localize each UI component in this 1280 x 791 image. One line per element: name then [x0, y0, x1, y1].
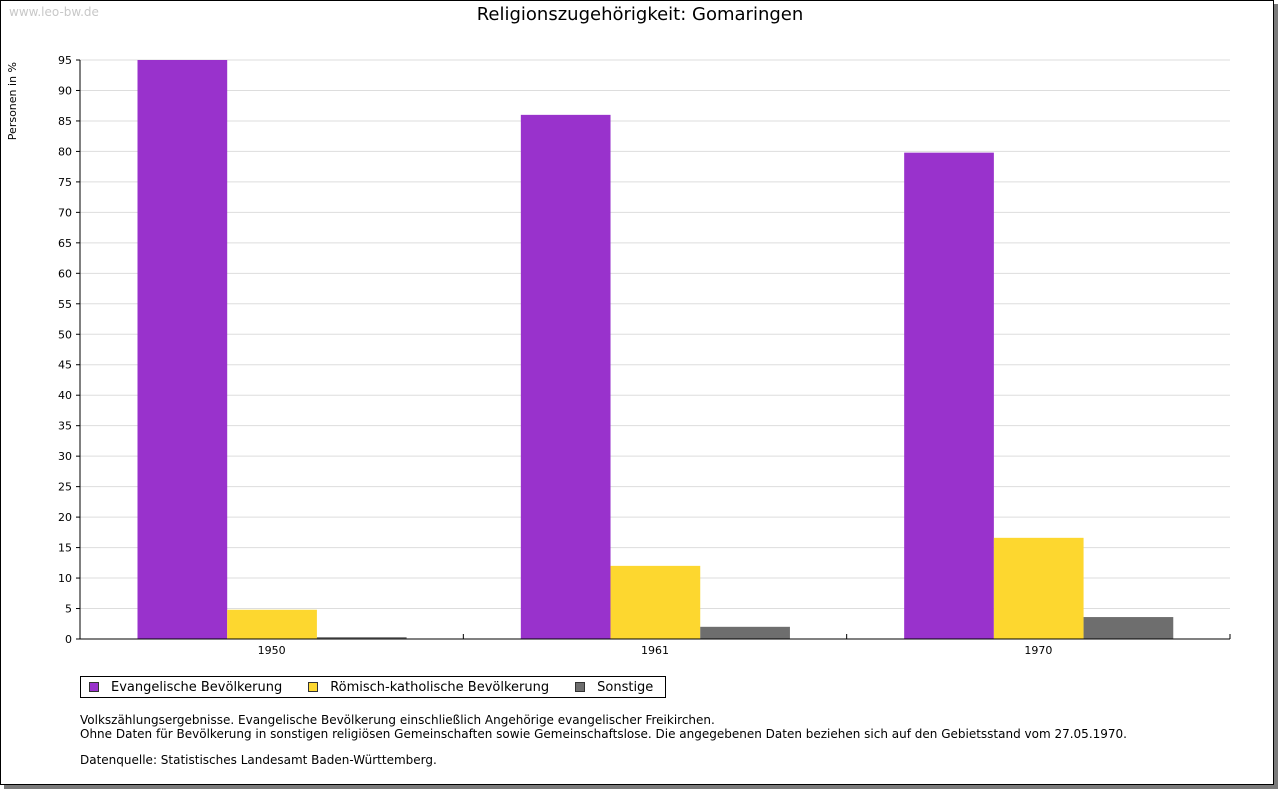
- y-tick-label: 30: [58, 450, 72, 463]
- y-tick-label: 90: [58, 84, 72, 97]
- x-tick-label: 1950: [258, 644, 286, 657]
- bar: [137, 60, 228, 639]
- legend-swatch: [308, 682, 319, 692]
- legend-item: Sonstige: [575, 680, 653, 695]
- y-tick-label: 75: [58, 176, 72, 189]
- y-tick-label: 85: [58, 115, 72, 128]
- legend-label: Sonstige: [597, 679, 654, 695]
- bar: [904, 152, 994, 639]
- x-tick-label: 1961: [641, 644, 669, 657]
- y-tick-label: 55: [58, 298, 72, 311]
- y-tick-label: 10: [58, 572, 72, 585]
- y-tick-label: 0: [65, 633, 72, 646]
- y-tick-label: 35: [58, 420, 72, 433]
- legend-label: Evangelische Bevölkerung: [111, 679, 283, 695]
- chart-title: Religionszugehörigkeit: Gomaringen: [476, 4, 804, 25]
- x-tick-label: 1970: [1024, 644, 1052, 657]
- y-tick-label: 80: [58, 145, 72, 158]
- bar: [993, 537, 1084, 639]
- watermark: www.leo-bw.de: [9, 5, 99, 19]
- y-tick-label: 65: [58, 237, 72, 250]
- y-tick-label: 40: [58, 389, 72, 402]
- legend: Evangelische Bevölkerung Römisch-katholis…: [80, 676, 667, 698]
- legend-item: Evangelische Bevölkerung: [89, 680, 282, 695]
- bar: [227, 609, 317, 639]
- y-tick-label: 60: [58, 267, 72, 280]
- bar: [1083, 617, 1174, 639]
- y-axis-label: Personen in %: [6, 62, 19, 140]
- y-tick-label: 25: [58, 481, 72, 494]
- data-source: Datenquelle: Statistisches Landesamt Bad…: [80, 753, 437, 767]
- y-tick-label: 70: [58, 206, 72, 219]
- bar: [520, 114, 611, 639]
- y-tick-label: 20: [58, 511, 72, 524]
- y-tick-label: 15: [58, 542, 72, 555]
- bar: [316, 637, 407, 639]
- footnote-line: Ohne Daten für Bevölkerung in sonstigen …: [80, 727, 1127, 741]
- y-tick-label: 50: [58, 328, 72, 341]
- chart-plot: 0 5 10 15 20 25 30 35 40 45 50 55 60 65 70 75 80 85 90 95 19…: [6, 54, 1231, 657]
- bar: [610, 565, 701, 639]
- legend-swatch: [575, 682, 586, 692]
- y-tick-label: 45: [58, 359, 72, 372]
- footnote-line: Volkszählungsergebnisse. Evangelische Be…: [80, 713, 715, 727]
- footnotes: Volkszählungsergebnisse. Evangelische Be…: [80, 713, 1127, 741]
- y-tick-label: 95: [58, 54, 72, 67]
- bar: [700, 626, 790, 639]
- legend-item: Römisch-katholische Bevölkerung: [308, 680, 549, 695]
- y-tick-label: 5: [65, 603, 72, 616]
- legend-swatch: [89, 682, 99, 692]
- legend-label: Römisch-katholische Bevölkerung: [330, 679, 550, 695]
